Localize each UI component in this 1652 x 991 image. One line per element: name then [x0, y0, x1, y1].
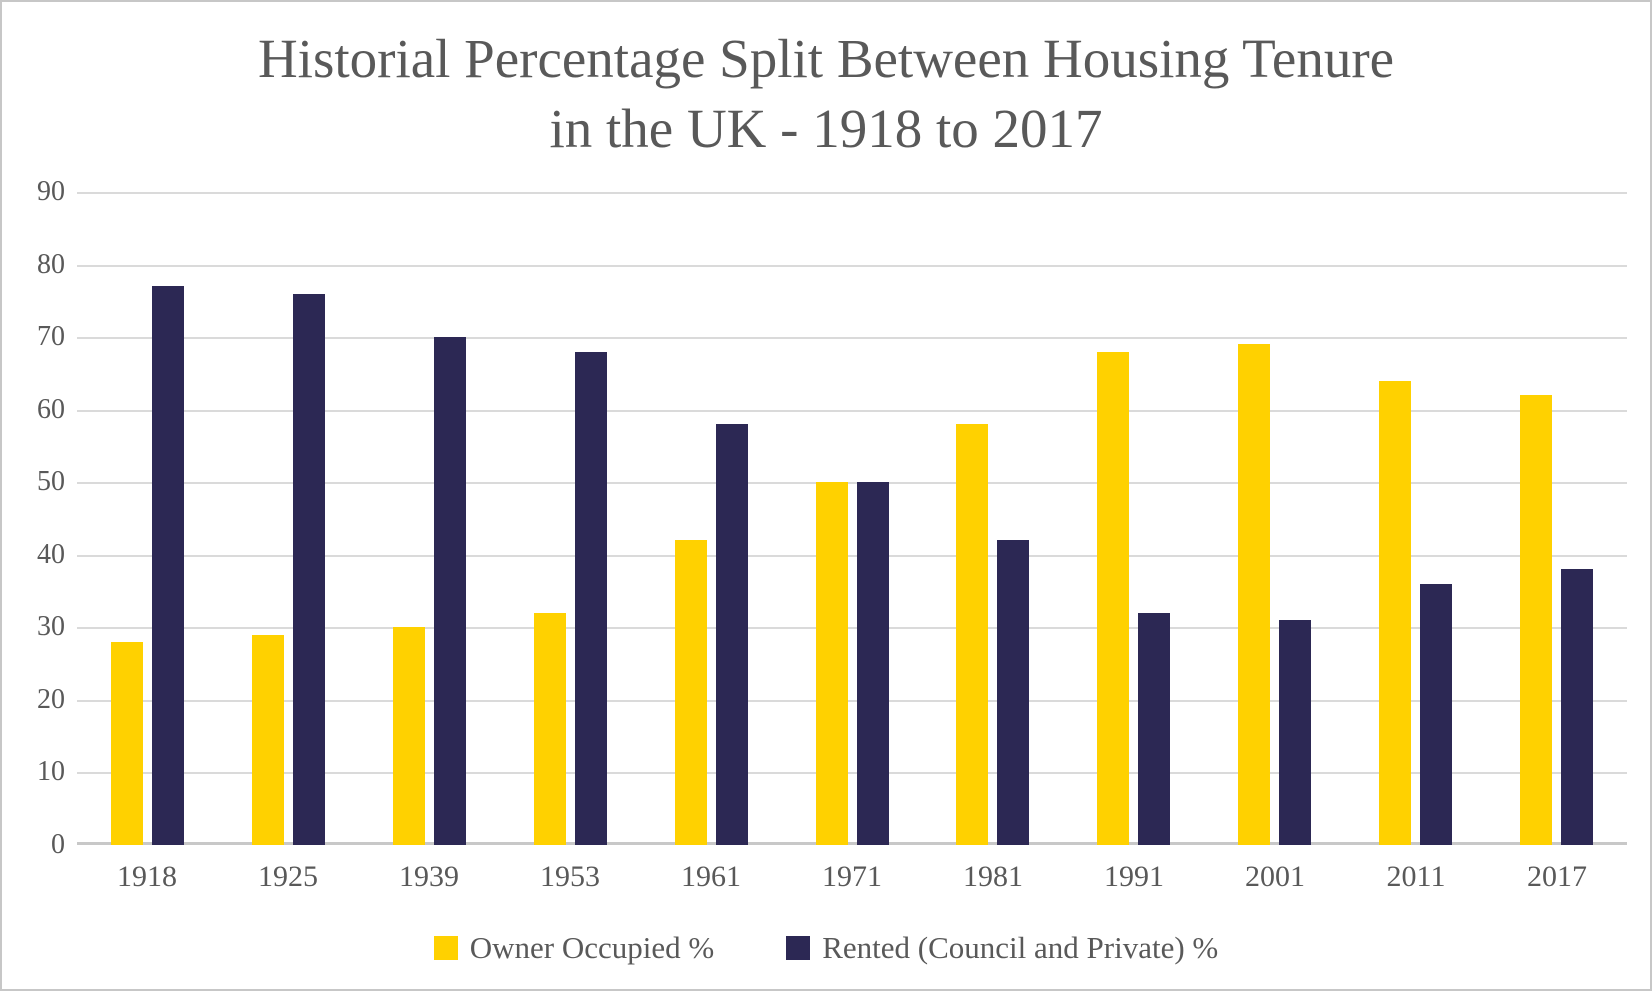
y-tick-label-30: 30 [37, 611, 65, 642]
chart-title: Historial Percentage Split Between Housi… [257, 28, 1395, 159]
bar-owner-occupied-1961 [675, 540, 707, 845]
bar-rented-1925 [293, 294, 325, 845]
gridline-50 [77, 482, 1627, 484]
bar-owner-occupied-1925 [252, 635, 284, 845]
y-tick-label-20: 20 [37, 684, 65, 715]
legend: Owner Occupied % Rented (Council and Pri… [2, 930, 1650, 966]
gridline-80 [77, 265, 1627, 267]
x-tick-label-1991: 1991 [1104, 860, 1164, 893]
plot-area: 0 10 20 30 40 50 60 70 80 90 [37, 176, 1627, 860]
gridline-60 [77, 410, 1627, 412]
bar-owner-occupied-2001 [1238, 344, 1270, 845]
x-tick-label-1953: 1953 [540, 860, 600, 893]
x-axis-line [77, 842, 1627, 845]
x-tick-label-2011: 2011 [1386, 860, 1446, 893]
y-tick-label-80: 80 [37, 249, 65, 280]
bar-rented-1991 [1138, 613, 1170, 845]
legend-label-owner-occupied: Owner Occupied % [469, 930, 715, 965]
legend-swatch-rented-icon [786, 936, 811, 960]
x-tick-label-1918: 1918 [117, 860, 177, 893]
bar-rented-1918 [152, 286, 184, 845]
y-tick-label-50: 50 [37, 466, 65, 497]
bar-rented-2011 [1420, 584, 1452, 845]
gridline-20 [77, 700, 1627, 702]
bar-rented-1981 [997, 540, 1029, 845]
bar-rented-2001 [1279, 620, 1311, 845]
x-axis: 1918 1925 1939 1953 1961 1971 1981 1991 2001 2011… [77, 860, 1627, 904]
legend-item-rented: Rented (Council and Private) % [786, 930, 1218, 966]
y-tick-label-10: 10 [37, 756, 65, 787]
y-tick-label-60: 60 [37, 394, 65, 425]
bar-owner-occupied-1918 [111, 642, 143, 845]
gridline-30 [77, 627, 1627, 629]
gridline-10 [77, 772, 1627, 774]
x-tick-label-2001: 2001 [1245, 860, 1305, 893]
y-tick-label-40: 40 [37, 539, 65, 570]
bar-rented-1971 [857, 482, 889, 845]
y-tick-label-0: 0 [51, 829, 65, 860]
legend-label-rented: Rented (Council and Private) % [822, 930, 1219, 965]
bar-owner-occupied-2011 [1379, 381, 1411, 845]
gridline-70 [77, 337, 1627, 339]
gridline-40 [77, 555, 1627, 557]
y-tick-label-70: 70 [37, 321, 65, 352]
bar-rented-1939 [434, 337, 466, 845]
legend-swatch-owner-occupied-icon [433, 936, 458, 960]
y-tick-label-90: 90 [37, 176, 65, 207]
bar-owner-occupied-1991 [1097, 352, 1129, 845]
bar-rented-2017 [1561, 569, 1593, 845]
x-tick-label-2017: 2017 [1527, 860, 1587, 893]
x-tick-label-1939: 1939 [399, 860, 459, 893]
bar-owner-occupied-1939 [393, 627, 425, 845]
x-tick-label-1971: 1971 [822, 860, 882, 893]
x-tick-label-1925: 1925 [258, 860, 318, 893]
x-tick-label-1981: 1981 [963, 860, 1023, 893]
legend-item-owner-occupied: Owner Occupied % [433, 930, 715, 966]
bar-rented-1961 [716, 424, 748, 845]
bar-owner-occupied-1981 [956, 424, 988, 845]
bar-rented-1953 [575, 352, 607, 845]
bar-owner-occupied-1971 [816, 482, 848, 845]
x-tick-label-1961: 1961 [681, 860, 741, 893]
gridline-90 [77, 192, 1627, 194]
bar-owner-occupied-1953 [534, 613, 566, 845]
bar-owner-occupied-2017 [1520, 395, 1552, 845]
